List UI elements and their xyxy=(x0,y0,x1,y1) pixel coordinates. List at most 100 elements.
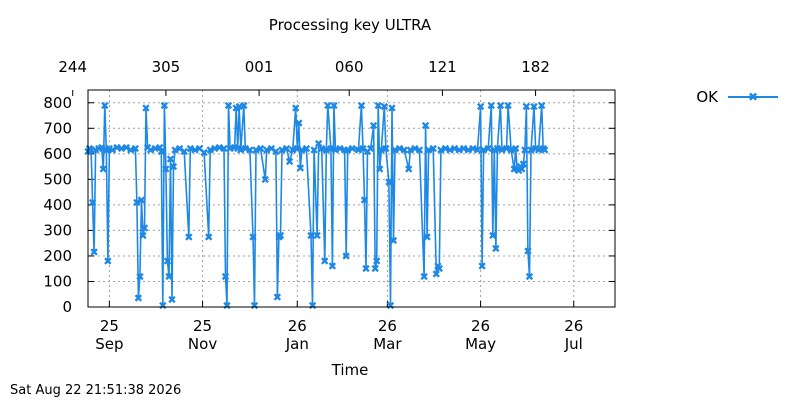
data-point: ✖ xyxy=(400,144,409,157)
x-tick-label-day: 26 xyxy=(288,317,307,335)
data-point: ✖ xyxy=(224,99,233,112)
data-point: ✖ xyxy=(357,99,366,112)
data-point: ✖ xyxy=(477,260,486,273)
data-point: ✖ xyxy=(105,143,114,156)
y-tick-label: 400 xyxy=(43,196,72,214)
legend: OK ✖ xyxy=(696,88,778,106)
data-point: ✖ xyxy=(256,143,265,156)
data-point: ✖ xyxy=(135,270,144,283)
data-point: ✖ xyxy=(267,143,276,156)
y-tick-label: 0 xyxy=(62,298,72,316)
data-point: ✖ xyxy=(271,145,280,158)
grid xyxy=(88,90,615,307)
data-point: ✖ xyxy=(288,144,297,157)
data-point: ✖ xyxy=(529,101,538,114)
y-tick-label: 500 xyxy=(43,170,72,188)
data-point: ✖ xyxy=(415,144,424,157)
data-point: ✖ xyxy=(371,263,380,276)
data-point: ✖ xyxy=(180,145,189,158)
data-point: ✖ xyxy=(360,194,369,207)
data-point: ✖ xyxy=(262,144,271,157)
data-point: ✖ xyxy=(163,255,172,268)
chart-title: Processing key ULTRA xyxy=(269,16,432,34)
data-point: ✖ xyxy=(195,143,204,156)
data-point: ✖ xyxy=(317,143,326,156)
data-point: ✖ xyxy=(314,138,323,151)
x-tick-label-day: 26 xyxy=(471,317,490,335)
data-point: ✖ xyxy=(309,144,318,157)
y-tick-label: 300 xyxy=(43,221,72,239)
data-point: ✖ xyxy=(523,245,532,258)
x2-tick-label: 182 xyxy=(521,58,550,76)
data-point: ✖ xyxy=(329,99,338,112)
x-axis-label: Time xyxy=(331,361,369,379)
data-point: ✖ xyxy=(245,144,254,157)
data-point: ✖ xyxy=(155,141,164,154)
data-point: ✖ xyxy=(157,145,166,158)
data-point: ✖ xyxy=(537,99,546,112)
data-point: ✖ xyxy=(328,260,337,273)
data-point: ✖ xyxy=(404,163,413,176)
data-point: ✖ xyxy=(522,101,531,114)
data-point: ✖ xyxy=(526,144,535,157)
data-point: ✖ xyxy=(534,144,543,157)
data-point: ✖ xyxy=(423,231,432,244)
data-point: ✖ xyxy=(100,99,109,112)
data-point: ✖ xyxy=(143,141,152,154)
data-point: ✖ xyxy=(490,144,499,157)
data-point: ✖ xyxy=(468,143,477,156)
data-point: ✖ xyxy=(297,144,306,157)
data-point: ✖ xyxy=(308,300,317,313)
data-point: ✖ xyxy=(91,144,100,157)
x-tick-label-day: 26 xyxy=(564,317,583,335)
data-point: ✖ xyxy=(160,99,169,112)
data-point: ✖ xyxy=(138,230,147,243)
legend-marker-icon: ✖ xyxy=(748,90,758,104)
data-point: ✖ xyxy=(513,163,522,176)
y-tick-label: 800 xyxy=(43,94,72,112)
data-point: ✖ xyxy=(406,144,415,157)
data-point: ✖ xyxy=(476,101,485,114)
data-point: ✖ xyxy=(358,143,367,156)
data-point: ✖ xyxy=(348,143,357,156)
data-point: ✖ xyxy=(320,255,329,268)
data-point: ✖ xyxy=(184,231,193,244)
data-point: ✖ xyxy=(102,144,111,157)
data-point: ✖ xyxy=(276,230,285,243)
data-point: ✖ xyxy=(241,143,250,156)
x2-tick-label: 060 xyxy=(335,58,364,76)
data-point: ✖ xyxy=(158,300,167,313)
data-point: ✖ xyxy=(146,144,155,157)
data-point: ✖ xyxy=(491,242,500,255)
data-point: ✖ xyxy=(166,153,175,166)
x-tick-label-day: 25 xyxy=(193,317,212,335)
footer-timestamp: Sat Aug 22 21:51:38 2026 xyxy=(10,383,181,398)
data-point: ✖ xyxy=(140,222,149,235)
data-point: ✖ xyxy=(441,143,450,156)
data-point: ✖ xyxy=(235,101,244,114)
data-point: ✖ xyxy=(386,300,395,313)
data-point: ✖ xyxy=(366,143,375,156)
data-point: ✖ xyxy=(117,143,126,156)
data-point: ✖ xyxy=(277,144,286,157)
data-point: ✖ xyxy=(464,144,473,157)
data-point: ✖ xyxy=(323,99,332,112)
data-point: ✖ xyxy=(239,99,248,112)
data-point: ✖ xyxy=(273,291,282,304)
data-point: ✖ xyxy=(175,143,184,156)
data-point: ✖ xyxy=(342,250,351,263)
data-point: ✖ xyxy=(103,255,112,268)
x2-tick-label: 305 xyxy=(152,58,181,76)
data-point: ✖ xyxy=(190,144,199,157)
data-point: ✖ xyxy=(514,164,523,177)
data-point: ✖ xyxy=(86,144,95,157)
data-point: ✖ xyxy=(331,144,340,157)
data-point: ✖ xyxy=(282,143,291,156)
data-point: ✖ xyxy=(510,163,519,176)
data-point: ✖ xyxy=(450,143,459,156)
data-point: ✖ xyxy=(372,255,381,268)
data-point: ✖ xyxy=(294,117,303,130)
x2-tick-label: 001 xyxy=(245,58,274,76)
data-point: ✖ xyxy=(424,144,433,157)
